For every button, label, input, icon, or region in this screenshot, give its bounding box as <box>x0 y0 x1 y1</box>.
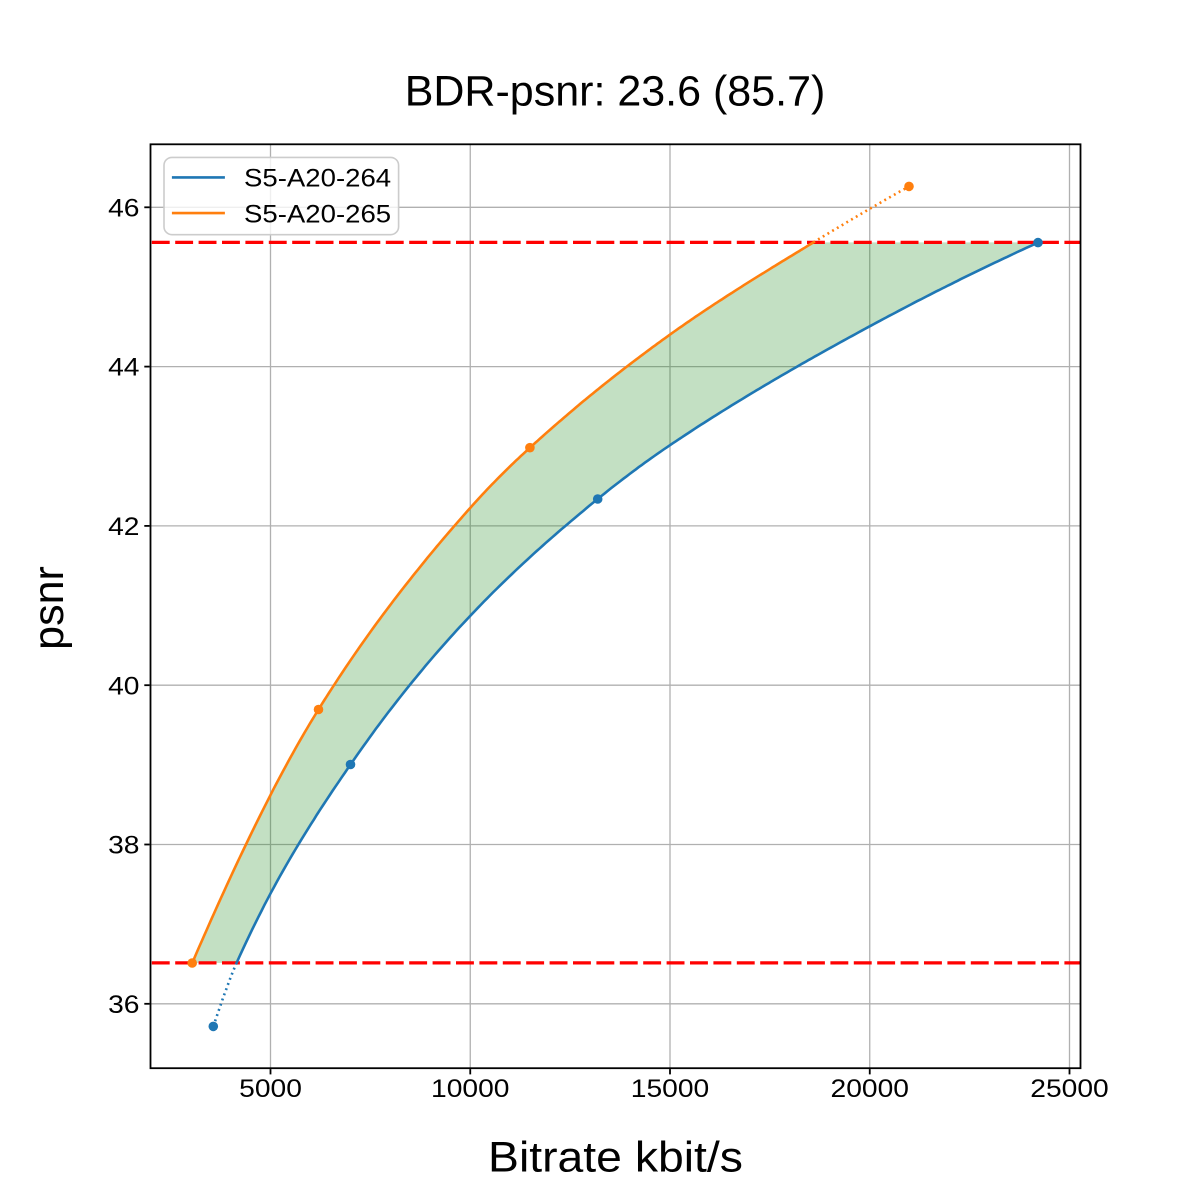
svg-text:Bitrate kbit/s: Bitrate kbit/s <box>488 1134 743 1181</box>
svg-text:15000: 15000 <box>631 1075 709 1103</box>
svg-text:44: 44 <box>108 353 139 381</box>
svg-text:S5-A20-264: S5-A20-264 <box>244 164 391 193</box>
svg-text:42: 42 <box>108 512 139 540</box>
svg-text:40: 40 <box>108 672 139 700</box>
svg-text:20000: 20000 <box>831 1075 909 1103</box>
svg-text:psnr: psnr <box>25 566 73 650</box>
svg-text:BDR-psnr: 23.6 (85.7): BDR-psnr: 23.6 (85.7) <box>405 68 826 116</box>
svg-text:36: 36 <box>108 990 139 1018</box>
svg-text:S5-A20-265: S5-A20-265 <box>244 199 391 228</box>
svg-text:46: 46 <box>108 194 139 222</box>
svg-text:5000: 5000 <box>239 1075 302 1103</box>
svg-text:38: 38 <box>108 831 139 859</box>
svg-text:25000: 25000 <box>1030 1075 1108 1103</box>
svg-text:10000: 10000 <box>431 1075 509 1103</box>
